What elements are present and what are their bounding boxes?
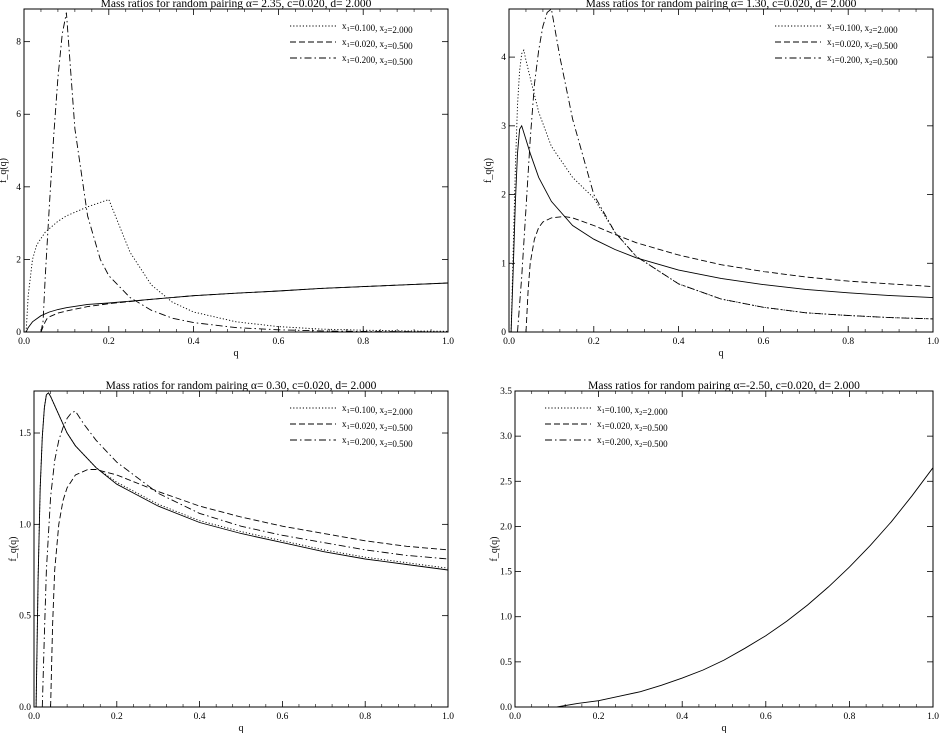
y-axis-label: f_q(q) — [483, 158, 494, 183]
y-tick-label: 6 — [16, 110, 21, 120]
legend-entry: x1=0.020, x2=0.500 — [342, 419, 413, 433]
legend-entry: x1=0.100, x2=2.000 — [342, 403, 413, 417]
y-tick-label: 1.0 — [500, 613, 512, 623]
x-tick-label: 0.2 — [588, 337, 600, 347]
series-line-solid — [510, 124, 934, 333]
x-tick-label: 0.4 — [673, 337, 685, 347]
x-tick-label: 0.8 — [843, 712, 855, 722]
x-axis-label: q — [239, 723, 244, 733]
x-tick-label: 0.8 — [842, 337, 854, 347]
legend-entry: x1=0.020, x2=0.500 — [827, 37, 898, 51]
plot-frame — [514, 390, 934, 708]
x-axis-label: q — [722, 723, 727, 733]
chart-panel-3: Mass ratios for random pairing α= 0.30, … — [8, 380, 454, 733]
x-tick-label: 0.8 — [357, 337, 369, 347]
y-tick-label: 1.5 — [19, 429, 31, 439]
y-tick-label: 8 — [16, 38, 21, 48]
series-line-dashdot — [41, 410, 449, 708]
series-line-solid — [25, 282, 449, 333]
x-tick-label: 1.0 — [927, 337, 939, 347]
y-tick-label: 0.5 — [500, 658, 512, 668]
y-tick-label: 3.5 — [500, 387, 512, 397]
y-tick-label: 2 — [501, 191, 506, 201]
legend-entry: x1=0.200, x2=0.500 — [827, 53, 898, 67]
plot-frame — [23, 8, 449, 333]
plot-frame — [33, 390, 449, 708]
legend-entry: x1=0.100, x2=2.000 — [342, 21, 413, 35]
series-line-dashed — [525, 216, 934, 333]
x-tick-label: 0.0 — [503, 337, 515, 347]
y-tick-label: 4 — [16, 183, 21, 193]
x-tick-label: 0.4 — [676, 712, 688, 722]
y-axis-label: f_q(q) — [489, 537, 500, 562]
y-tick-label: 0.5 — [19, 612, 31, 622]
y-tick-label: 0 — [501, 328, 506, 338]
chart-title: Mass ratios for random pairing α=-2.50, … — [588, 380, 860, 392]
x-tick-label: 0.6 — [760, 712, 772, 722]
series-line-dashdot — [517, 8, 934, 333]
x-tick-label: 0.2 — [593, 712, 605, 722]
legend-entry: x1=0.200, x2=0.500 — [597, 435, 668, 449]
x-tick-label: 0.0 — [18, 337, 30, 347]
x-tick-label: 1.0 — [442, 712, 454, 722]
x-axis-label: q — [234, 348, 239, 359]
series-line-dashed — [40, 282, 449, 333]
x-tick-label: 0.4 — [194, 712, 206, 722]
x-tick-label: 0.0 — [28, 712, 40, 722]
series-line-solid — [515, 467, 934, 708]
y-tick-label: 4 — [501, 53, 506, 63]
y-tick-label: 1.5 — [500, 568, 512, 578]
y-tick-label: 2.0 — [500, 522, 512, 532]
legend-entry: x1=0.100, x2=2.000 — [597, 403, 668, 417]
y-axis-label: f_q(q) — [0, 158, 9, 183]
legend-entry: x1=0.100, x2=2.000 — [827, 21, 898, 35]
y-tick-label: 3 — [501, 122, 506, 132]
x-tick-label: 0.4 — [188, 337, 200, 347]
chart-title: Mass ratios for random pairing α= 0.30, … — [106, 380, 377, 392]
y-tick-label: 3.0 — [500, 432, 512, 442]
x-tick-label: 1.0 — [927, 712, 939, 722]
chart-title: Mass ratios for random pairing α= 2.35, … — [101, 0, 372, 10]
x-axis-label: q — [719, 348, 724, 359]
chart-panel-1: Mass ratios for random pairing α= 2.35, … — [0, 0, 454, 359]
legend-entry: x1=0.200, x2=0.500 — [342, 435, 413, 449]
series-line-dotted — [510, 48, 934, 333]
y-tick-label: 2 — [16, 255, 21, 265]
plot-frame — [508, 8, 934, 333]
series-line-dashdot — [40, 12, 449, 333]
y-tick-label: 2.5 — [500, 477, 512, 487]
y-tick-label: 0 — [16, 328, 21, 338]
series-line-solid — [35, 392, 449, 708]
chart-panel-2: Mass ratios for random pairing α= 1.30, … — [483, 0, 939, 359]
y-tick-label: 0.0 — [19, 703, 31, 713]
y-axis-label: f_q(q) — [8, 537, 19, 562]
x-tick-label: 0.6 — [272, 337, 284, 347]
series-line-dotted — [25, 198, 449, 333]
chart-title: Mass ratios for random pairing α= 1.30, … — [586, 0, 857, 10]
x-tick-label: 0.2 — [111, 712, 123, 722]
y-tick-label: 0.0 — [500, 703, 512, 713]
x-tick-label: 0.2 — [103, 337, 115, 347]
series-line-dotted — [35, 392, 449, 708]
x-tick-label: 0.6 — [757, 337, 769, 347]
chart-panel-4: Mass ratios for random pairing α=-2.50, … — [489, 380, 939, 733]
legend-entry: x1=0.020, x2=0.500 — [342, 37, 413, 51]
x-tick-label: 0.6 — [276, 712, 288, 722]
legend-entry: x1=0.200, x2=0.500 — [342, 53, 413, 67]
legend-entry: x1=0.020, x2=0.500 — [597, 419, 668, 433]
series-line-dashed — [50, 469, 449, 708]
x-tick-label: 0.0 — [509, 712, 521, 722]
x-tick-label: 0.8 — [359, 712, 371, 722]
y-tick-label: 1 — [501, 259, 506, 269]
x-tick-label: 1.0 — [442, 337, 454, 347]
y-tick-label: 1.0 — [19, 520, 31, 530]
